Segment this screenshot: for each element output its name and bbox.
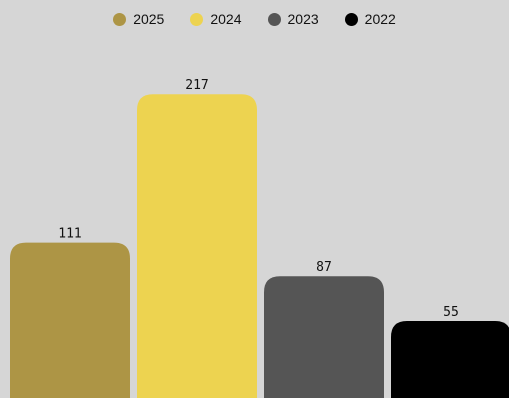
legend-swatch-2022 xyxy=(344,12,358,26)
legend-item-2022[interactable]: 2022 xyxy=(344,11,396,27)
legend-label-2024: 2024 xyxy=(210,11,242,27)
bar-2024[interactable] xyxy=(137,94,257,398)
legend-label-2023: 2023 xyxy=(287,11,319,27)
legend-label-2025: 2025 xyxy=(133,11,165,27)
data-label-2024: 217 xyxy=(185,78,208,93)
legend-item-2024[interactable]: 2024 xyxy=(190,11,242,27)
chart-legend: 2025 2024 2023 2022 xyxy=(0,0,509,38)
data-label-2022: 55 xyxy=(443,305,459,320)
legend-item-2025[interactable]: 2025 xyxy=(113,11,164,27)
data-label-2023: 87 xyxy=(316,260,332,275)
legend-item-2023[interactable]: 2023 xyxy=(267,11,319,27)
legend-swatch-2025 xyxy=(113,12,127,26)
bar-2023[interactable] xyxy=(264,276,384,398)
legend-swatch-2023 xyxy=(267,12,281,26)
legend-label-2022: 2022 xyxy=(364,11,396,27)
legend-swatch-2024 xyxy=(190,12,204,26)
bar-2022[interactable] xyxy=(391,321,509,398)
bar-2025[interactable] xyxy=(10,242,130,398)
data-label-2025: 111 xyxy=(58,227,81,242)
